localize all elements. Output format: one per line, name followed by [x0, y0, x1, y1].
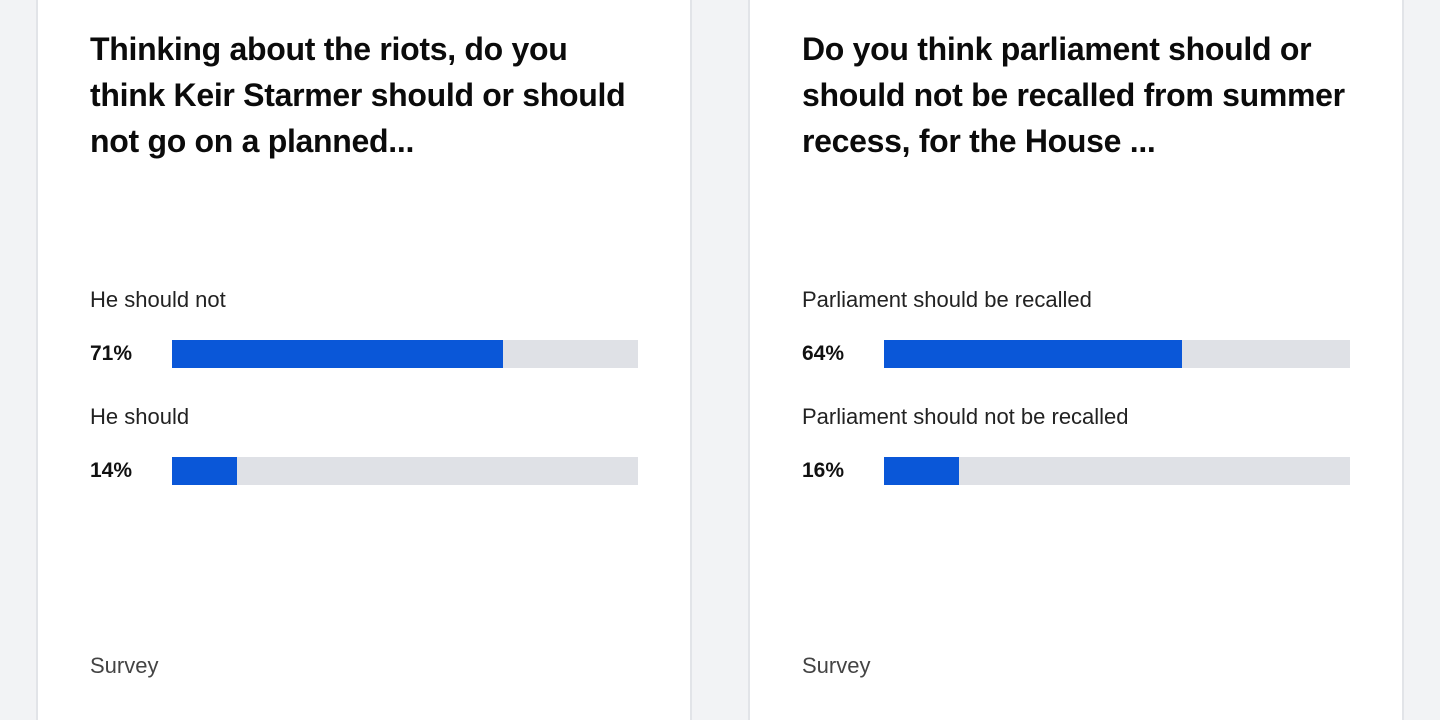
option-label: He should not — [90, 287, 226, 312]
option-label: Parliament should not be recalled — [802, 404, 1129, 429]
result-bar-fill — [172, 457, 238, 485]
poll-card-starmer: Thinking about the riots, do you think K… — [36, 0, 692, 720]
card-footer-survey: Survey — [802, 653, 871, 678]
result-bar-track — [172, 457, 638, 485]
result-bar-track — [884, 340, 1350, 368]
result-bar-fill — [884, 457, 959, 485]
option-label: Parliament should be recalled — [802, 287, 1092, 312]
option-label: He should — [90, 404, 190, 429]
card-footer-survey: Survey — [90, 653, 159, 678]
poll-question: Do you think parliament should or should… — [802, 31, 1345, 159]
result-bar-fill — [884, 340, 1183, 368]
result-bar-track — [172, 340, 638, 368]
poll-question: Thinking about the riots, do you think K… — [90, 31, 626, 159]
poll-card-parliament: Do you think parliament should or should… — [748, 0, 1404, 720]
result-bar-fill — [172, 340, 503, 368]
option-percent: 14% — [90, 459, 133, 482]
result-bar-track — [884, 457, 1350, 485]
option-percent: 16% — [802, 459, 845, 482]
option-percent: 64% — [802, 342, 845, 365]
option-percent: 71% — [90, 342, 133, 365]
